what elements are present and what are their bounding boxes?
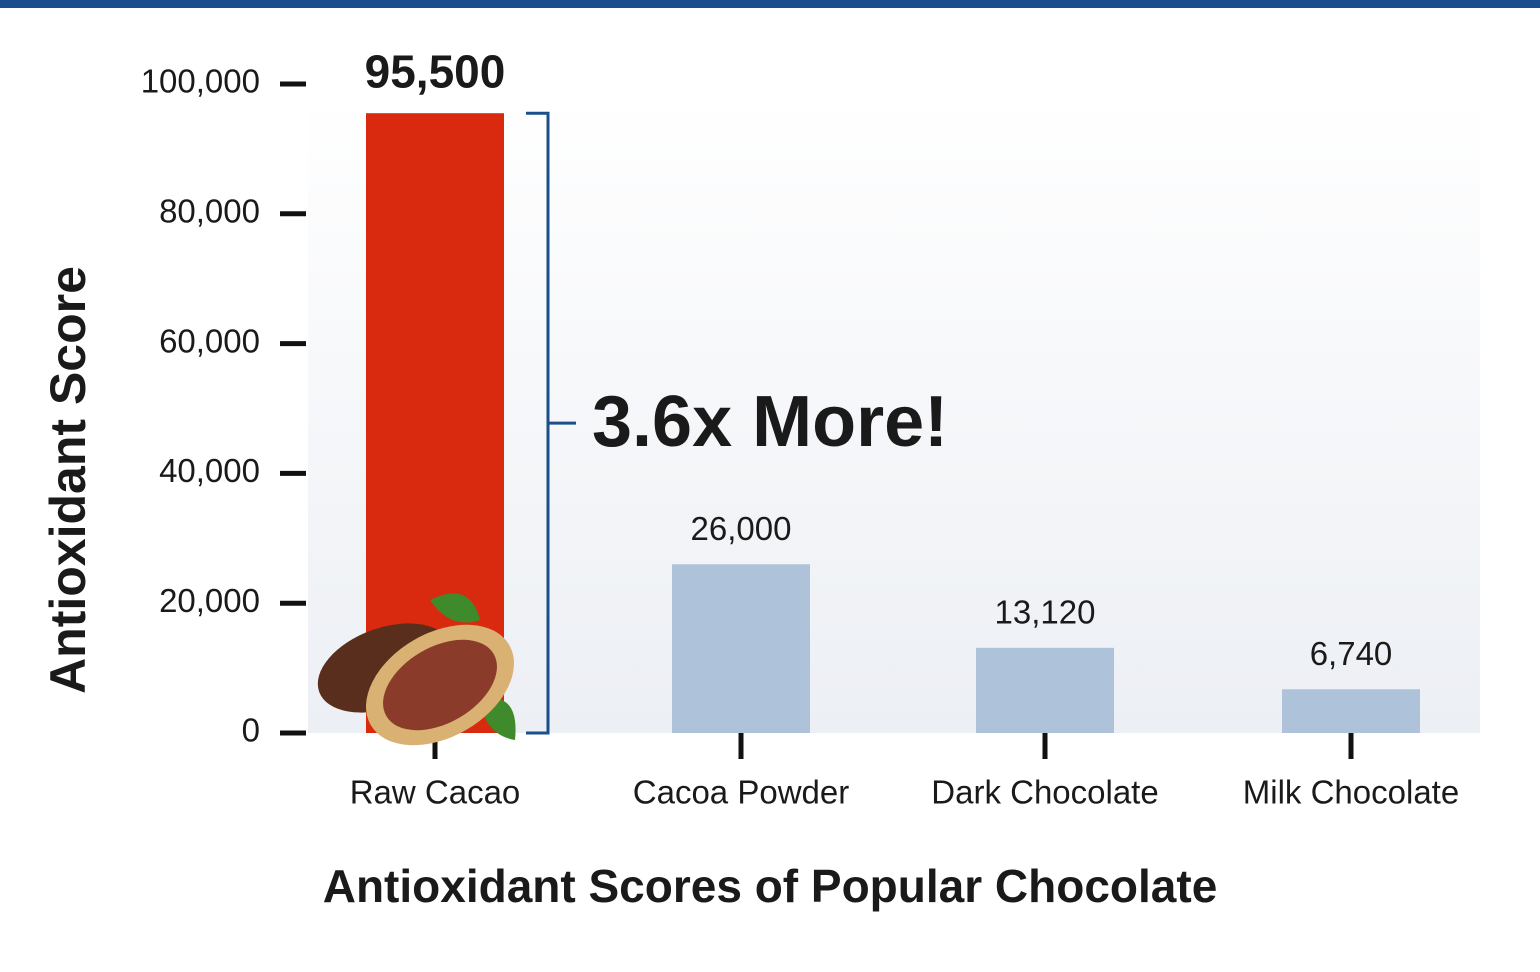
y-tick-label: 60,000 [159, 322, 260, 359]
x-tick-label: Cacoa Powder [633, 774, 849, 811]
y-tick-label: 40,000 [159, 452, 260, 489]
bar [1282, 689, 1420, 733]
bar [672, 564, 810, 733]
x-tick-label: Raw Cacao [350, 774, 521, 811]
y-tick-label: 20,000 [159, 582, 260, 619]
chart-title: Antioxidant Scores of Popular Chocolate [323, 860, 1218, 912]
bracket [526, 111, 576, 735]
y-tick-label: 80,000 [159, 193, 260, 230]
top-band [0, 0, 1540, 8]
value-label: 6,740 [1310, 635, 1393, 672]
y-tick-label: 100,000 [141, 63, 260, 100]
y-tick-label: 0 [242, 712, 260, 749]
cacao-beans [383, 639, 497, 731]
bar [976, 647, 1114, 733]
value-label: 13,120 [995, 594, 1096, 631]
x-tick-label: Dark Chocolate [931, 774, 1158, 811]
leaf [430, 593, 480, 623]
value-label: 95,500 [365, 45, 506, 97]
y-axis-title: Antioxidant Score [40, 266, 96, 694]
annotation: 3.6x More! [592, 382, 948, 462]
x-tick-label: Milk Chocolate [1243, 774, 1459, 811]
value-label: 26,000 [691, 510, 792, 547]
